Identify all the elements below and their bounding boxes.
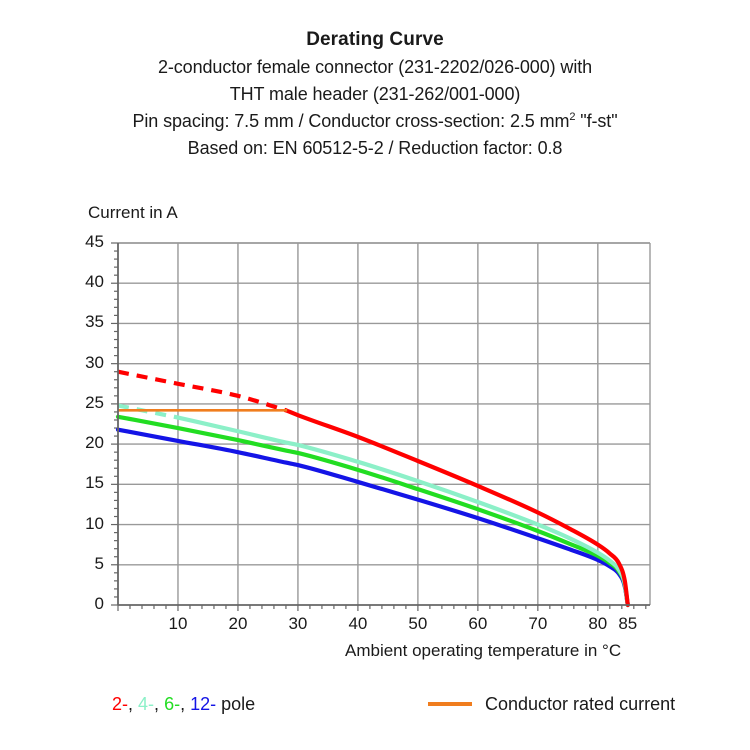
y-tick-label: 45 xyxy=(85,232,104,251)
square-exponent: 2 xyxy=(569,111,576,123)
legend-12-pole-label: 12- xyxy=(190,694,217,714)
chart-subtitle-line-5: Based on: EN 60512-5-2 / Reduction facto… xyxy=(187,138,563,158)
legend-poles-entry: 2-, 4-, 6-, 12- pole xyxy=(112,694,255,715)
legend-4-pole-label: 4- xyxy=(138,694,155,714)
x-tick-label: 70 xyxy=(528,614,548,633)
legend-pole-suffix: pole xyxy=(216,694,256,714)
x-tick-label: 20 xyxy=(228,614,248,633)
x-axis-title: Ambient operating temperature in °C xyxy=(345,641,622,660)
x-tick-label: 40 xyxy=(348,614,368,633)
chart-subtitle-line-3: THT male header (231-262/001-000) xyxy=(229,84,521,104)
chart-legend: 2-, 4-, 6-, 12- pole Conductor rated cur… xyxy=(0,694,750,728)
y-tick-label: 10 xyxy=(85,513,104,533)
pin-spacing-text: Pin spacing: 7.5 mm / Conductor cross-se… xyxy=(132,111,570,131)
curve-4--pole-dashed xyxy=(117,403,179,420)
chart-main-title: Derating Curve xyxy=(306,29,444,50)
legend-2-pole-label: 2- xyxy=(112,694,129,714)
legend-rated-current-entry: Conductor rated current xyxy=(428,694,675,715)
y-tick-label: 25 xyxy=(85,392,104,412)
legend-sep-1: , xyxy=(128,694,139,714)
x-tick-label: 30 xyxy=(288,614,308,633)
x-tick-label: 60 xyxy=(468,614,488,633)
y-tick-label: 15 xyxy=(85,473,104,493)
plot-frame xyxy=(117,242,651,606)
x-tick-label: 10 xyxy=(168,614,188,633)
y-tick-label: 40 xyxy=(85,272,104,292)
rated-current-swatch xyxy=(428,701,472,706)
curve-2--pole xyxy=(283,408,630,608)
y-axis-title: Current in A xyxy=(88,203,178,222)
x-tick-label: 85 xyxy=(618,614,638,633)
x-tick-label: 80 xyxy=(588,614,608,633)
curve-4--pole xyxy=(175,415,630,608)
chart-title-block: Derating Curve 2-conductor female connec… xyxy=(0,26,750,162)
data-curves xyxy=(115,369,630,608)
legend-sep-2: , xyxy=(154,694,165,714)
chart-subtitle-line-4: Pin spacing: 7.5 mm / Conductor cross-se… xyxy=(0,108,750,135)
y-tick-label: 35 xyxy=(85,312,104,332)
f-st-text: "f-st" xyxy=(575,111,618,131)
legend-6-pole-label: 6- xyxy=(164,694,181,714)
y-tick-label: 30 xyxy=(85,352,104,372)
y-tick-label: 0 xyxy=(94,594,104,613)
x-tick-label: 50 xyxy=(408,614,428,633)
y-tick-label: 5 xyxy=(94,553,104,573)
legend-sep-3: , xyxy=(180,694,191,714)
chart-subtitle-line-2: 2-conductor female connector (231-2202/0… xyxy=(157,57,593,77)
axis-ticks xyxy=(111,242,647,611)
legend-rated-label: Conductor rated current xyxy=(485,694,676,714)
y-tick-label: 20 xyxy=(85,433,104,453)
